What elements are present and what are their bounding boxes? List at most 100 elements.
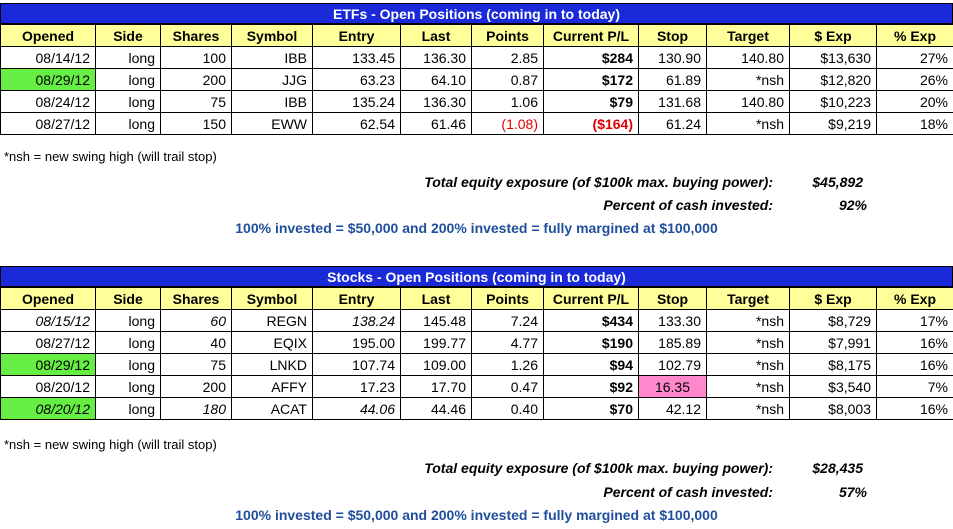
cell-percent-exp: 20% <box>876 90 953 113</box>
cell-last: 17.70 <box>400 375 472 398</box>
stocks-percent-label: Percent of cash invested: <box>603 484 773 500</box>
cell-entry: 44.06 <box>312 397 401 420</box>
col-entry: Entry <box>312 24 401 47</box>
cell-stop: 42.12 <box>638 397 707 420</box>
cell-opened: 08/29/12 <box>0 68 96 91</box>
etf-total-label: Total equity exposure (of $100k max. buy… <box>424 174 773 190</box>
cell-percent-exp: 7% <box>876 375 953 398</box>
stocks-total-value: $28,435 <box>812 460 863 476</box>
cell-stop: 102.79 <box>638 353 707 376</box>
table-row: 08/27/12 long 150 EWW 62.54 61.46 (1.08)… <box>0 112 953 135</box>
etf-percent-label: Percent of cash invested: <box>603 197 773 213</box>
cell-percent-exp: 16% <box>876 331 953 354</box>
stocks-total-label: Total equity exposure (of $100k max. buy… <box>424 460 773 476</box>
cell-opened: 08/27/12 <box>0 112 96 135</box>
cell-symbol: IBB <box>231 90 313 113</box>
cell-last: 199.77 <box>400 331 472 354</box>
cell-stop: 16.35 <box>638 375 707 398</box>
table-row: 08/27/12 long 40 EQIX 195.00 199.77 4.77… <box>0 331 953 354</box>
cell-points: 2.85 <box>471 46 544 69</box>
table-row: 08/14/12 long 100 IBB 133.45 136.30 2.85… <box>0 46 953 69</box>
cell-dollar-exp: $8,729 <box>789 309 877 332</box>
stocks-margin-note: 100% invested = $50,000 and 200% investe… <box>235 507 718 523</box>
cell-points: 7.24 <box>471 309 544 332</box>
cell-opened: 08/29/12 <box>0 353 96 376</box>
cell-points: 0.47 <box>471 375 544 398</box>
cell-points: 1.26 <box>471 353 544 376</box>
cell-points: (1.08) <box>471 112 544 135</box>
cell-shares: 100 <box>160 46 232 69</box>
table-row: 08/29/12 long 200 JJG 63.23 64.10 0.87 $… <box>0 68 953 91</box>
cell-shares: 75 <box>160 90 232 113</box>
etf-section: ETFs - Open Positions (coming in to toda… <box>0 3 953 135</box>
cell-symbol: LNKD <box>231 353 313 376</box>
col-stop: Stop <box>638 24 707 47</box>
cell-dollar-exp: $9,219 <box>789 112 877 135</box>
etf-margin-note: 100% invested = $50,000 and 200% investe… <box>235 220 718 236</box>
cell-target: *nsh <box>706 112 790 135</box>
col-opened: Opened <box>0 24 96 47</box>
cell-side: long <box>95 46 161 69</box>
cell-dollar-exp: $8,003 <box>789 397 877 420</box>
cell-target: *nsh <box>706 309 790 332</box>
col-last: Last <box>400 287 472 310</box>
col-shares: Shares <box>160 24 232 47</box>
cell-dollar-exp: $10,223 <box>789 90 877 113</box>
cell-current-pl: $190 <box>543 331 639 354</box>
col-shares: Shares <box>160 287 232 310</box>
cell-entry: 62.54 <box>312 112 401 135</box>
col-current-pl: Current P/L <box>543 24 639 47</box>
stocks-table: Opened Side Shares Symbol Entry Last Poi… <box>0 287 953 420</box>
col-entry: Entry <box>312 287 401 310</box>
cell-symbol: REGN <box>231 309 313 332</box>
table-row: 08/29/12 long 75 LNKD 107.74 109.00 1.26… <box>0 353 953 376</box>
col-side: Side <box>95 287 161 310</box>
table-row: 08/20/12 long 180 ACAT 44.06 44.46 0.40 … <box>0 397 953 420</box>
cell-last: 64.10 <box>400 68 472 91</box>
cell-percent-exp: 17% <box>876 309 953 332</box>
cell-stop: 133.30 <box>638 309 707 332</box>
cell-side: long <box>95 397 161 420</box>
etf-table: Opened Side Shares Symbol Entry Last Poi… <box>0 24 953 135</box>
col-symbol: Symbol <box>231 287 313 310</box>
col-last: Last <box>400 24 472 47</box>
stocks-header-row: Opened Side Shares Symbol Entry Last Poi… <box>0 287 953 310</box>
cell-target: *nsh <box>706 353 790 376</box>
cell-shares: 75 <box>160 353 232 376</box>
cell-entry: 195.00 <box>312 331 401 354</box>
cell-current-pl: $284 <box>543 46 639 69</box>
cell-side: long <box>95 331 161 354</box>
cell-side: long <box>95 68 161 91</box>
cell-target: 140.80 <box>706 90 790 113</box>
cell-shares: 180 <box>160 397 232 420</box>
cell-target: 140.80 <box>706 46 790 69</box>
cell-entry: 135.24 <box>312 90 401 113</box>
cell-percent-exp: 27% <box>876 46 953 69</box>
cell-target: *nsh <box>706 331 790 354</box>
cell-opened: 08/20/12 <box>0 397 96 420</box>
cell-last: 61.46 <box>400 112 472 135</box>
col-percent-exp: % Exp <box>876 287 953 310</box>
cell-stop: 185.89 <box>638 331 707 354</box>
cell-points: 4.77 <box>471 331 544 354</box>
cell-points: 0.87 <box>471 68 544 91</box>
cell-stop: 61.24 <box>638 112 707 135</box>
cell-target: *nsh <box>706 397 790 420</box>
cell-points: 1.06 <box>471 90 544 113</box>
table-row: 08/15/12 long 60 REGN 138.24 145.48 7.24… <box>0 309 953 332</box>
cell-last: 44.46 <box>400 397 472 420</box>
cell-percent-exp: 16% <box>876 353 953 376</box>
cell-points: 0.40 <box>471 397 544 420</box>
cell-shares: 150 <box>160 112 232 135</box>
cell-side: long <box>95 90 161 113</box>
col-symbol: Symbol <box>231 24 313 47</box>
col-current-pl: Current P/L <box>543 287 639 310</box>
cell-stop: 130.90 <box>638 46 707 69</box>
cell-entry: 133.45 <box>312 46 401 69</box>
etf-percent-value: 92% <box>838 197 867 213</box>
col-side: Side <box>95 24 161 47</box>
etf-header-row: Opened Side Shares Symbol Entry Last Poi… <box>0 24 953 47</box>
cell-percent-exp: 16% <box>876 397 953 420</box>
cell-percent-exp: 18% <box>876 112 953 135</box>
cell-shares: 200 <box>160 375 232 398</box>
